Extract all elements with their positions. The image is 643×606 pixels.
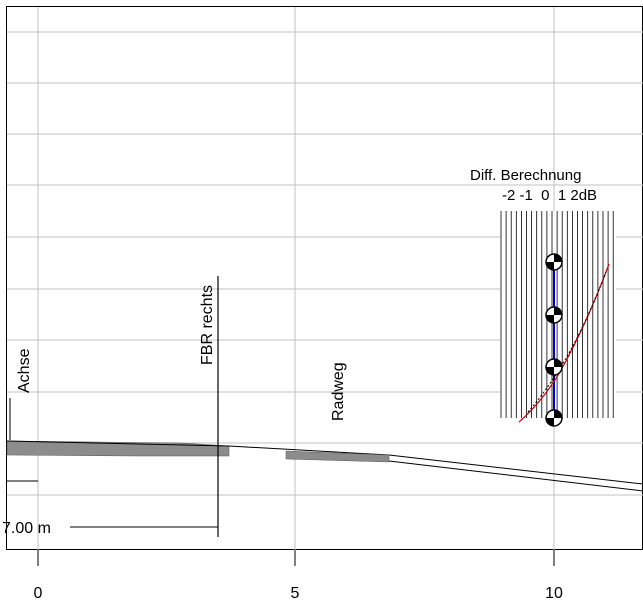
achse-label: Achse — [16, 348, 33, 393]
x-tick-label-0: 0 — [34, 585, 43, 602]
diff-scale-labels: -2 -1 0 1 2dB — [502, 187, 597, 204]
diff-panel: Diff. Berechnung -2 -1 0 1 2dB — [470, 167, 616, 427]
x-tick-label-10: 10 — [545, 585, 563, 602]
receiver-point — [545, 409, 563, 427]
receiver-point — [545, 253, 563, 271]
fbr-rechts-label: FBR rechts — [199, 285, 216, 365]
x-axis: 0 5 10 — [34, 550, 563, 602]
dimension-label: 7.00 m — [2, 520, 51, 537]
surface-line-left — [6, 440, 230, 447]
cycle-path-slab — [285, 450, 390, 463]
surface-line-lower — [388, 460, 643, 492]
grid — [7, 7, 643, 550]
x-tick-label-5: 5 — [291, 585, 300, 602]
receiver-points — [545, 253, 563, 427]
radweg-label: Radweg — [330, 362, 347, 421]
receiver-point — [545, 358, 563, 376]
diff-curve-black — [527, 271, 607, 413]
receiver-point — [545, 306, 563, 324]
road-surface — [6, 440, 643, 492]
diff-title: Diff. Berechnung — [470, 167, 581, 184]
